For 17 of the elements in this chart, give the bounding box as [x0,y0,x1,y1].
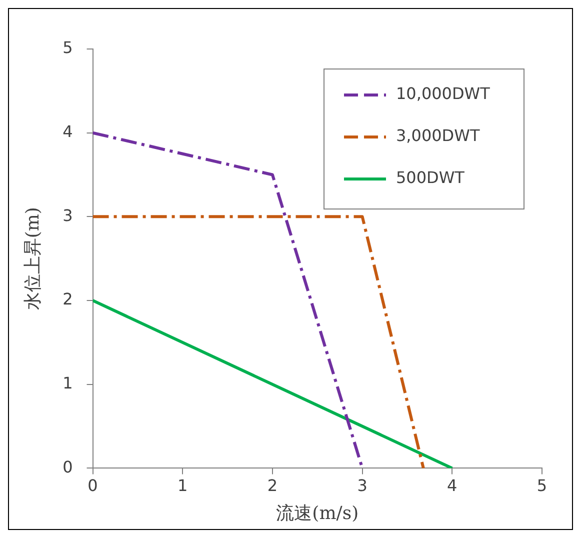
y-tick-label: 0 [62,457,73,476]
x-tick-label: 4 [447,476,458,495]
y-tick-label: 5 [62,38,73,58]
y-tick-label: 4 [62,122,73,141]
x-tick-label: 0 [88,476,98,495]
y-tick-label: 2 [62,290,73,309]
x-axis-title: 流速(m/s) [276,502,359,524]
legend-label: 3,000DWT [396,126,480,146]
x-tick-label: 5 [536,476,548,495]
y-tick-label: 1 [62,374,73,393]
x-tick-label: 2 [267,476,278,495]
x-tick-label: 1 [178,476,188,495]
y-tick-label: 3 [62,206,73,225]
legend-label: 500DWT [396,168,465,188]
y-axis-title: 水位上昇(m) [22,207,44,310]
legend-label: 10,000DWT [396,84,490,104]
x-tick-label: 3 [357,476,368,495]
